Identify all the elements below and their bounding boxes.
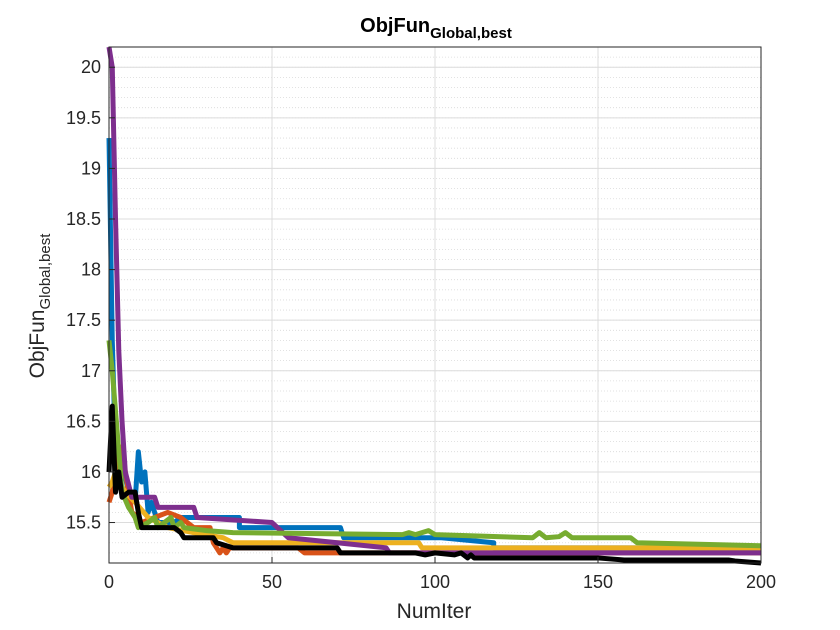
x-tick-label: 100 [420,572,450,592]
y-tick-label: 15.5 [66,513,101,533]
series-line-4 [106,46,761,556]
y-axis-label-main: ObjFun [26,310,49,379]
x-axis-label: NumIter [397,600,472,623]
series-line-5 [106,340,762,549]
y-axis-ticks: 15.5 16 16.5 17 17.5 18 18.5 19 19.5 20 [66,57,115,533]
y-tick-label: 17 [81,361,101,381]
x-tick-label: 200 [746,572,776,592]
y-tick-label: 16 [81,462,101,482]
y-tick-label: 17.5 [66,310,101,330]
series-line-6 [106,403,762,566]
y-tick-label: 16.5 [66,411,101,431]
y-axis-label-subscript: Global,best [37,233,54,310]
chart-title: ObjFunGlobal,best [360,15,512,42]
y-tick-label: 19.5 [66,108,101,128]
x-axis-ticks: 0 50 100 150 200 [104,557,776,592]
x-tick-label: 50 [262,572,282,592]
series-layer [106,46,762,566]
y-tick-label: 20 [81,57,101,77]
y-tick-label: 19 [81,158,101,178]
y-tick-label: 18.5 [66,209,101,229]
y-tick-label: 18 [81,260,101,280]
x-tick-label: 150 [583,572,613,592]
y-axis-label: ObjFunGlobal,best [26,233,54,379]
x-tick-label: 0 [104,572,114,592]
chart-title-subscript: Global,best [430,25,512,42]
chart-title-main: ObjFun [360,15,430,37]
